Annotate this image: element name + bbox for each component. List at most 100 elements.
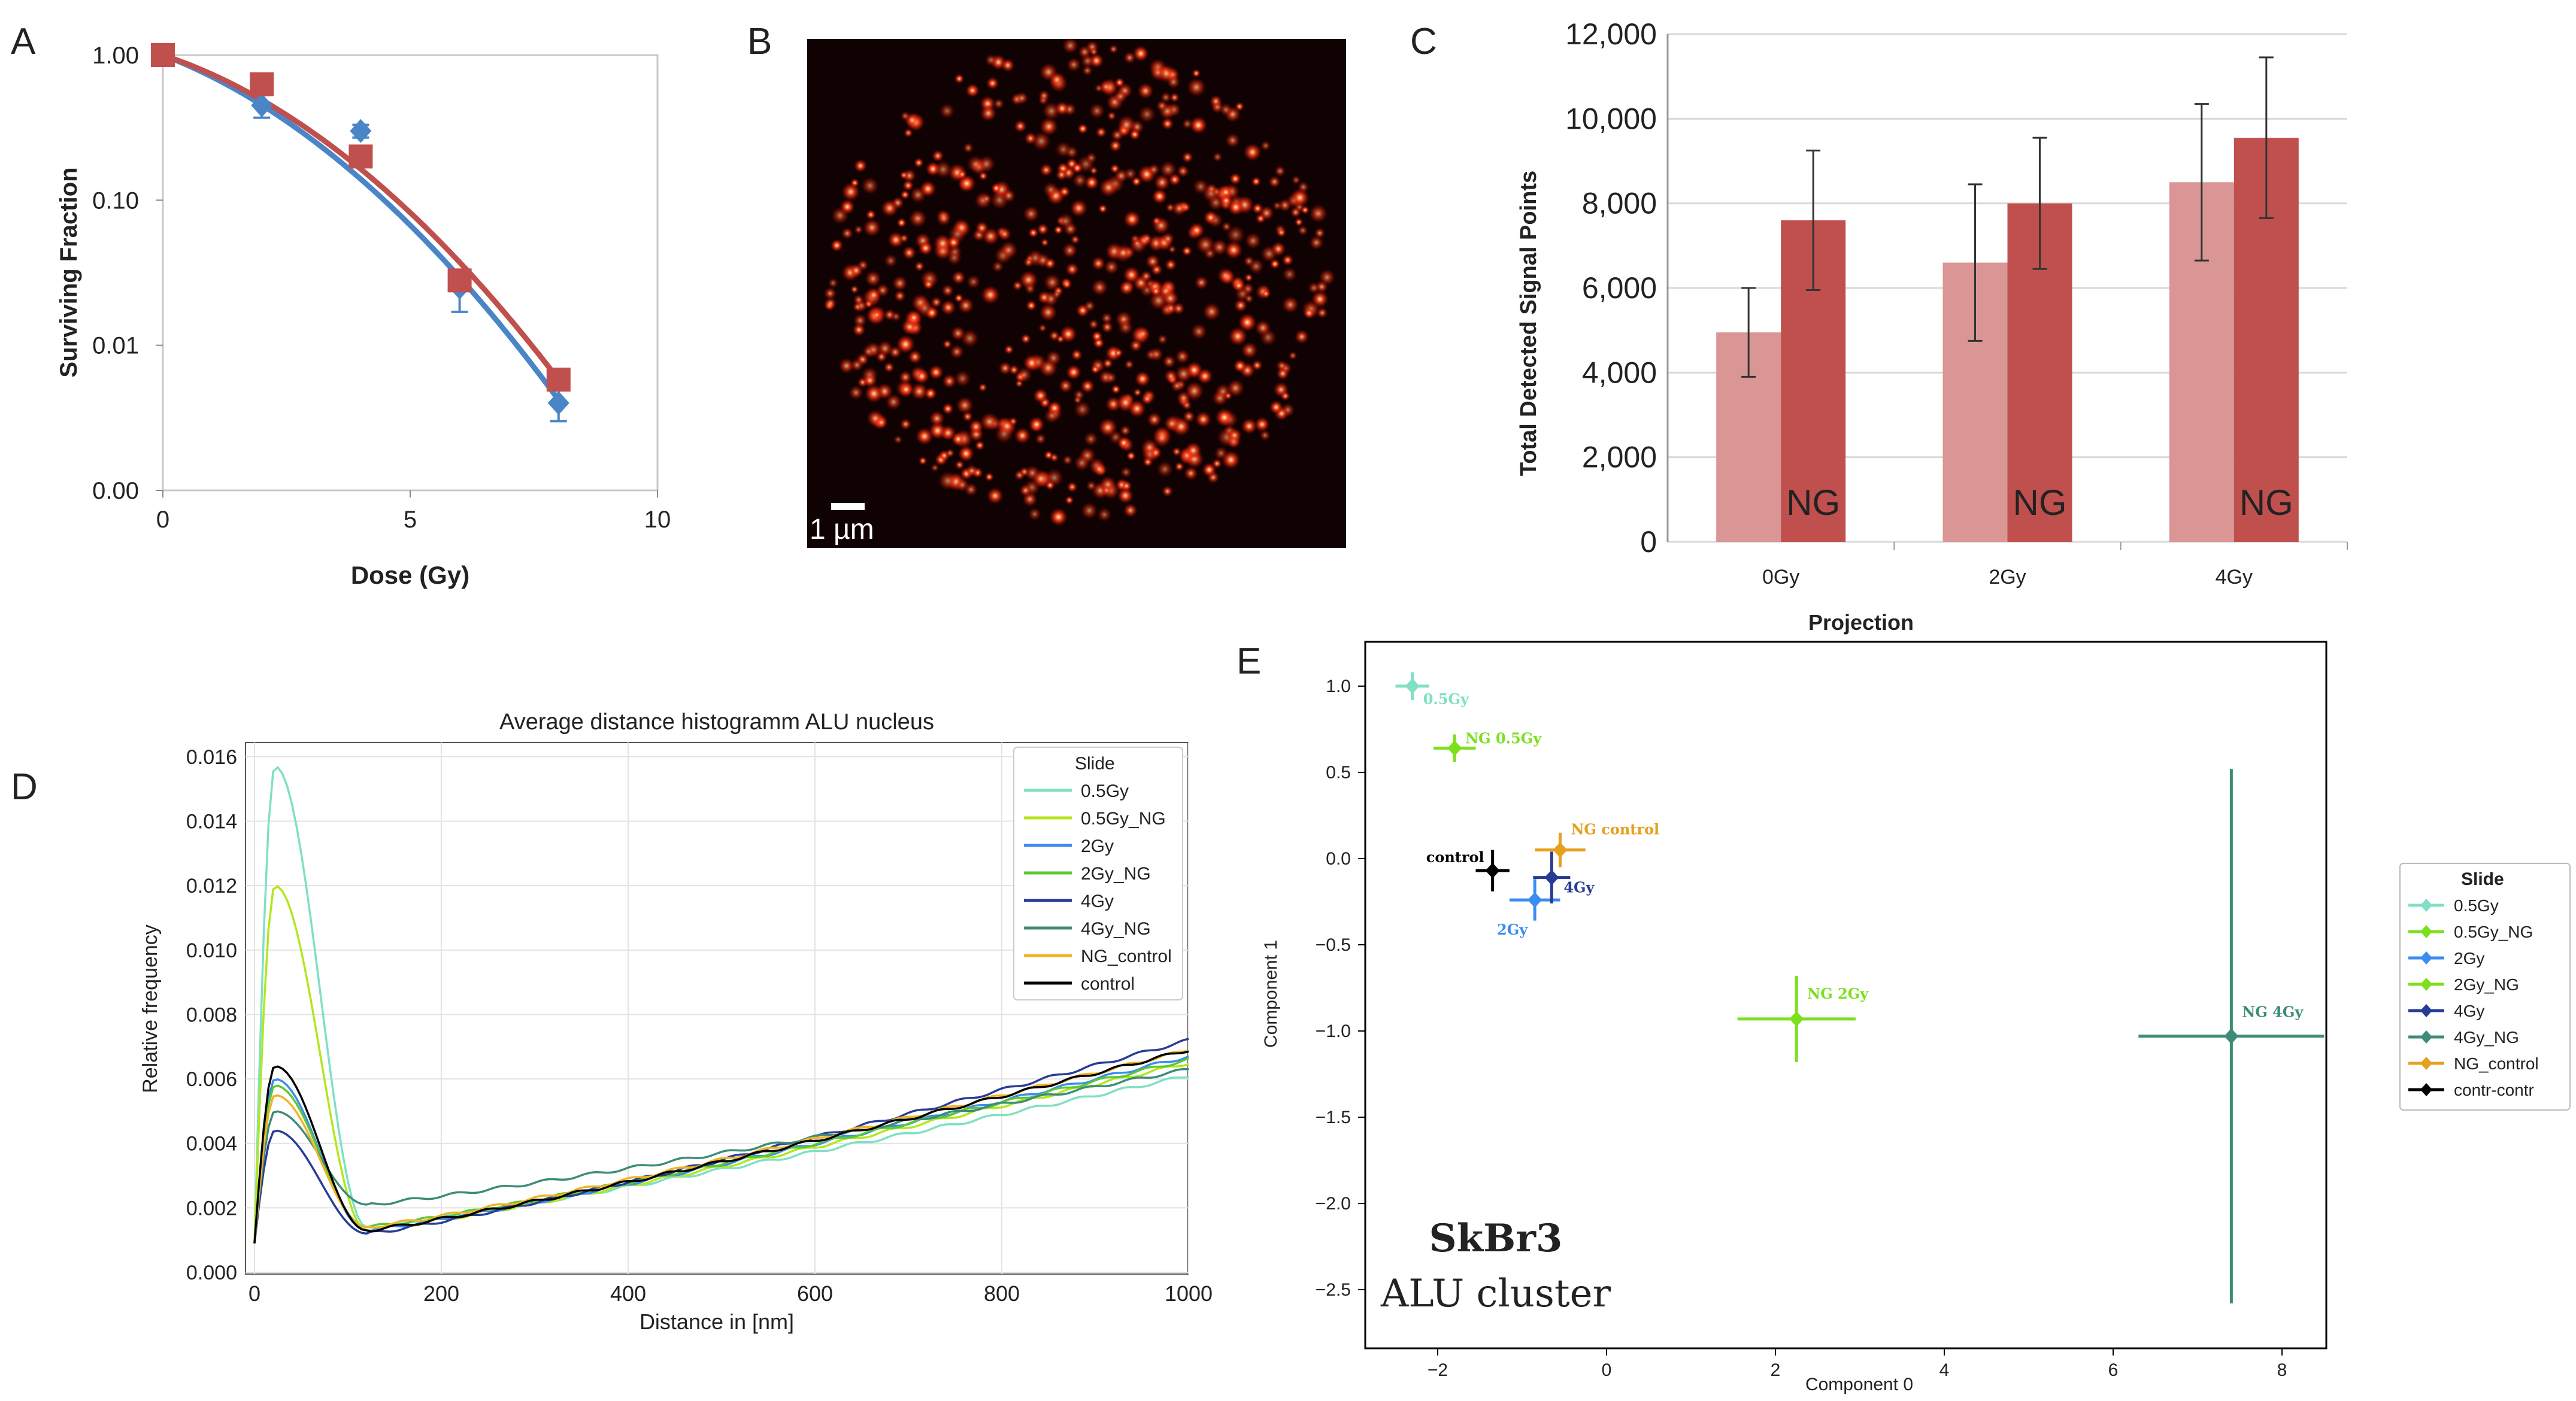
panel-d-xlabel: Distance in [nm] xyxy=(640,1309,794,1334)
b-spot-566 xyxy=(981,228,1000,245)
b-spot-296 xyxy=(1184,442,1202,459)
b-spot-30 xyxy=(940,299,956,316)
b-spot-289 xyxy=(986,487,1004,505)
a-ytick-label-0: 1.00 xyxy=(92,43,139,69)
b-spot-471 xyxy=(896,217,907,228)
b-spot-318 xyxy=(1290,188,1310,208)
e-point-2Gy xyxy=(1528,892,1542,908)
panel-c-bars: NG NG NG xyxy=(1716,56,2299,542)
b-spot-400 xyxy=(899,171,908,180)
b-spot-559 xyxy=(1101,484,1113,496)
b-spot-408 xyxy=(907,310,922,325)
b-spot-589 xyxy=(933,234,952,253)
b-spot-595 xyxy=(986,77,999,90)
c-ytick-label-3: 6,000 xyxy=(1582,271,1657,305)
b-spot-254 xyxy=(968,419,984,435)
b-spot-586 xyxy=(899,234,909,243)
b-spot-561 xyxy=(1254,417,1270,432)
panel-e-ylabel: Component 1 xyxy=(1261,940,1281,1048)
b-spot-46 xyxy=(1175,349,1190,364)
e-point-label-NG_control: NG control xyxy=(1571,821,1659,838)
b-spot-191 xyxy=(1117,487,1134,504)
b-spot-227 xyxy=(1281,254,1294,266)
b-spot-573 xyxy=(1019,484,1032,497)
b-spot-533 xyxy=(1037,290,1051,304)
b-spot-373 xyxy=(1084,175,1099,190)
b-spot-534 xyxy=(957,174,976,193)
b-spot-120 xyxy=(1181,151,1193,163)
panel-b-microscopy-image: 1 µm xyxy=(807,37,1346,548)
d-legend-label-0.5Gy: 0.5Gy xyxy=(1081,781,1129,801)
b-spot-368 xyxy=(1059,186,1071,198)
b-spot-322 xyxy=(1276,228,1287,238)
d-ytick-label-1: 0.002 xyxy=(186,1197,237,1220)
b-spot-591 xyxy=(965,465,978,477)
panel-e-pca-scatter: −2 0 2 4 6 8 1.0 0.5 0.0 −0.5 −1.0 −1.5 −2.0 −2.5 0.5… xyxy=(1261,641,2571,1394)
b-spot-612 xyxy=(1078,45,1092,59)
d-legend-label-4Gy: 4Gy xyxy=(1081,891,1114,911)
a-ytick-label-3: 0.00 xyxy=(92,478,139,504)
panel-e-legend-box xyxy=(2399,863,2571,1111)
panel-e-annotation-subtitle: ALU cluster xyxy=(1380,1272,1611,1316)
a-point-red-4 xyxy=(546,367,571,392)
b-spot-545 xyxy=(1111,129,1124,142)
b-spot-359 xyxy=(942,374,957,389)
d-legend-label-2Gy_NG: 2Gy_NG xyxy=(1081,864,1151,884)
b-spot-537 xyxy=(1026,300,1037,311)
b-spot-306 xyxy=(980,105,997,122)
panel-label-d: D xyxy=(11,766,38,808)
b-spot-145 xyxy=(1269,400,1283,414)
b-spot-460 xyxy=(999,241,1018,259)
b-spot-14 xyxy=(1028,507,1041,521)
e-legend-label-NG_control: NG_control xyxy=(2454,1054,2539,1073)
d-ytick-label-2: 0.004 xyxy=(186,1133,237,1156)
b-spot-391 xyxy=(1070,199,1088,217)
b-spot-509 xyxy=(1099,178,1119,197)
b-spot-192 xyxy=(1072,172,1087,188)
b-spot-244 xyxy=(1205,183,1218,195)
b-spot-341 xyxy=(1062,454,1073,466)
b-spot-538 xyxy=(918,456,928,465)
b-spot-176 xyxy=(1260,140,1271,151)
d-ytick-label-7: 0.014 xyxy=(186,811,237,833)
b-spot-560 xyxy=(1077,123,1089,134)
b-spot-299 xyxy=(1123,210,1141,228)
b-spot-352 xyxy=(1303,307,1315,319)
e-point-label-contr-contr: control xyxy=(1426,848,1484,866)
b-spot-517 xyxy=(1063,222,1078,236)
b-spot-200 xyxy=(908,350,922,364)
b-spot-572 xyxy=(1110,163,1120,174)
d-ytick-label-6: 0.012 xyxy=(186,875,237,897)
b-spot-407 xyxy=(1190,323,1207,340)
b-spot-579 xyxy=(1113,244,1132,263)
e-xtick-label-3: 4 xyxy=(1939,1360,1950,1380)
b-spot-81 xyxy=(1065,495,1074,505)
e-point-label-0.5Gy_NG: NG 0.5Gy xyxy=(1465,730,1542,747)
panel-e-xlabel: Component 0 xyxy=(1805,1375,1913,1394)
b-spot-83 xyxy=(910,383,928,401)
b-spot-485 xyxy=(1083,432,1098,447)
b-spot-376 xyxy=(1074,401,1092,419)
e-ytick-label-1: 0.5 xyxy=(1326,763,1351,783)
b-spot-611 xyxy=(1228,199,1244,216)
b-spot-151 xyxy=(1095,126,1107,138)
c-xtick-label-2: 4Gy xyxy=(2216,566,2253,589)
b-spot-585 xyxy=(824,296,837,310)
b-spot-185 xyxy=(904,128,913,138)
d-ytick-label-5: 0.010 xyxy=(186,939,237,962)
b-spot-613 xyxy=(963,142,974,153)
b-spot-513 xyxy=(978,171,988,181)
b-spot-15 xyxy=(939,103,955,119)
b-spot-94 xyxy=(1238,313,1257,332)
b-spot-149 xyxy=(1014,120,1027,133)
b-spot-327 xyxy=(900,111,911,121)
b-spot-610 xyxy=(980,412,999,431)
panel-e-axes: −2 0 2 4 6 8 1.0 0.5 0.0 −0.5 −1.0 −1.5 −2.0 −2.5 xyxy=(1316,677,2287,1380)
b-spot-274 xyxy=(1042,181,1059,198)
b-spot-456 xyxy=(1202,302,1221,321)
b-spot-348 xyxy=(941,284,954,297)
b-spot-84 xyxy=(923,278,934,290)
b-spot-463 xyxy=(1049,453,1059,462)
b-spot-319 xyxy=(975,440,985,451)
b-spot-354 xyxy=(1107,111,1117,121)
